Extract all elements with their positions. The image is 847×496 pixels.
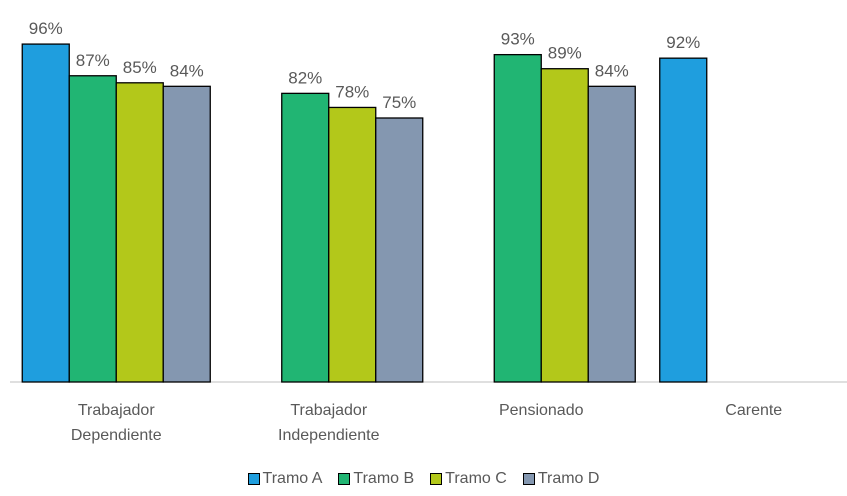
data-label: 82% (288, 68, 322, 87)
legend-label: Tramo C (445, 470, 507, 487)
legend-swatch (522, 473, 535, 485)
legend-label: Tramo B (353, 470, 415, 487)
legend-swatch (338, 473, 351, 485)
data-label: 93% (501, 30, 535, 49)
data-label: 96% (29, 19, 63, 38)
data-label: 85% (123, 58, 157, 77)
bar (375, 117, 424, 383)
legend-item: Tramo A (247, 470, 323, 488)
bar (115, 82, 164, 383)
data-label: 75% (382, 93, 416, 112)
data-label: 84% (170, 61, 204, 80)
data-label: 89% (548, 44, 582, 63)
data-label: 92% (666, 33, 700, 52)
bar (328, 106, 377, 383)
x-tick-label: Carente (725, 402, 783, 419)
x-tick-label: Trabajador Independiente (278, 402, 380, 444)
bar (659, 57, 708, 383)
bar (68, 75, 117, 383)
data-label: 87% (76, 51, 110, 70)
legend-item: Tramo D (522, 470, 600, 488)
bar (281, 92, 330, 383)
data-label: 78% (335, 82, 369, 101)
legend-swatch (247, 473, 260, 485)
data-label: 84% (595, 61, 629, 80)
bar (540, 68, 589, 383)
legend: Tramo A Tramo B Tramo C Tramo D (0, 470, 847, 488)
legend-item: Tramo C (430, 470, 507, 488)
bar (493, 53, 542, 383)
legend-swatch (430, 473, 443, 485)
x-tick-label: Trabajador Dependiente (70, 402, 162, 444)
bar (162, 85, 211, 383)
legend-label: Tramo A (262, 470, 323, 487)
x-tick-label: Pensionado (498, 402, 584, 419)
legend-item: Tramo B (338, 470, 414, 488)
bar (587, 85, 636, 383)
bar (21, 43, 70, 383)
legend-label: Tramo D (537, 470, 600, 487)
